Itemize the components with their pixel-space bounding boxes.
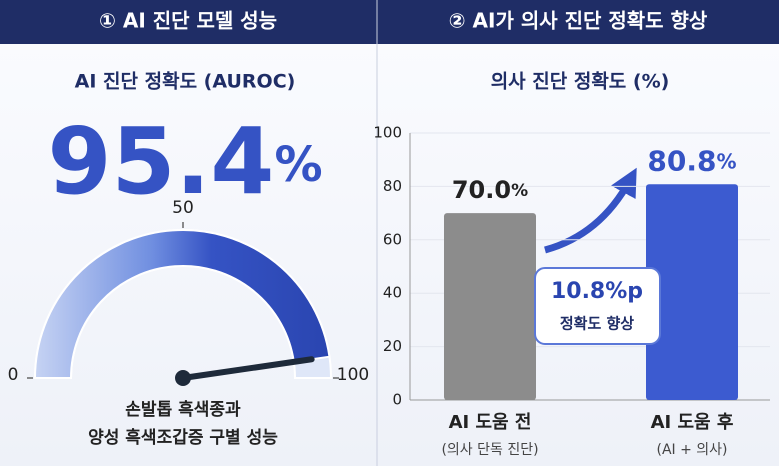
value-label: 80.8% (647, 144, 736, 177)
value-unit: % (274, 137, 322, 193)
x-tick-label: AI 도움 후 (651, 412, 734, 433)
gauge-tick-label: 100 (337, 365, 369, 385)
value-label: 70.0% (452, 176, 528, 204)
caption: 양성 흑색조갑증 구별 성능 (88, 427, 278, 448)
x-tick-label: AI 도움 전 (449, 412, 532, 433)
big-value: 95.4% (47, 108, 322, 215)
needle-hub (175, 370, 191, 386)
panel-header: ① AI 진단 모델 성능 (99, 9, 277, 33)
needle (180, 356, 315, 381)
annotation-box (534, 267, 661, 345)
bar (444, 213, 536, 400)
y-tick-label: 60 (383, 230, 402, 248)
gauge-tick-label: 50 (172, 198, 194, 218)
y-tick-label: 100 (373, 124, 402, 142)
gauge-fill (33, 229, 331, 379)
value-unit: % (511, 181, 528, 201)
y-tick-label: 80 (383, 177, 402, 195)
x-tick-sublabel: (의사 단독 진단) (441, 442, 538, 458)
chart-title: AI 진단 정확도 (AUROC) (75, 70, 296, 93)
y-tick-label: 20 (383, 337, 402, 355)
value-unit: % (717, 149, 737, 173)
caption: 손발톱 흑색종과 (125, 399, 241, 420)
value-number: 70.0 (452, 176, 511, 204)
value-number: 95.4 (47, 108, 274, 215)
annotation: 정확도 향상 (560, 315, 634, 333)
annotation: 10.8%p (551, 279, 643, 304)
gauge-tick-label: 0 (8, 365, 19, 385)
arrow (544, 167, 637, 254)
bar (646, 184, 738, 400)
header-bar (0, 0, 779, 44)
value-number: 80.8 (647, 144, 716, 177)
y-tick-label: 40 (383, 284, 402, 302)
chart-title: 의사 진단 정확도 (%) (491, 70, 670, 93)
panel-header: ② AI가 의사 진단 정확도 향상 (449, 9, 708, 33)
y-tick-label: 0 (392, 391, 402, 409)
x-tick-sublabel: (AI + 의사) (656, 442, 727, 458)
